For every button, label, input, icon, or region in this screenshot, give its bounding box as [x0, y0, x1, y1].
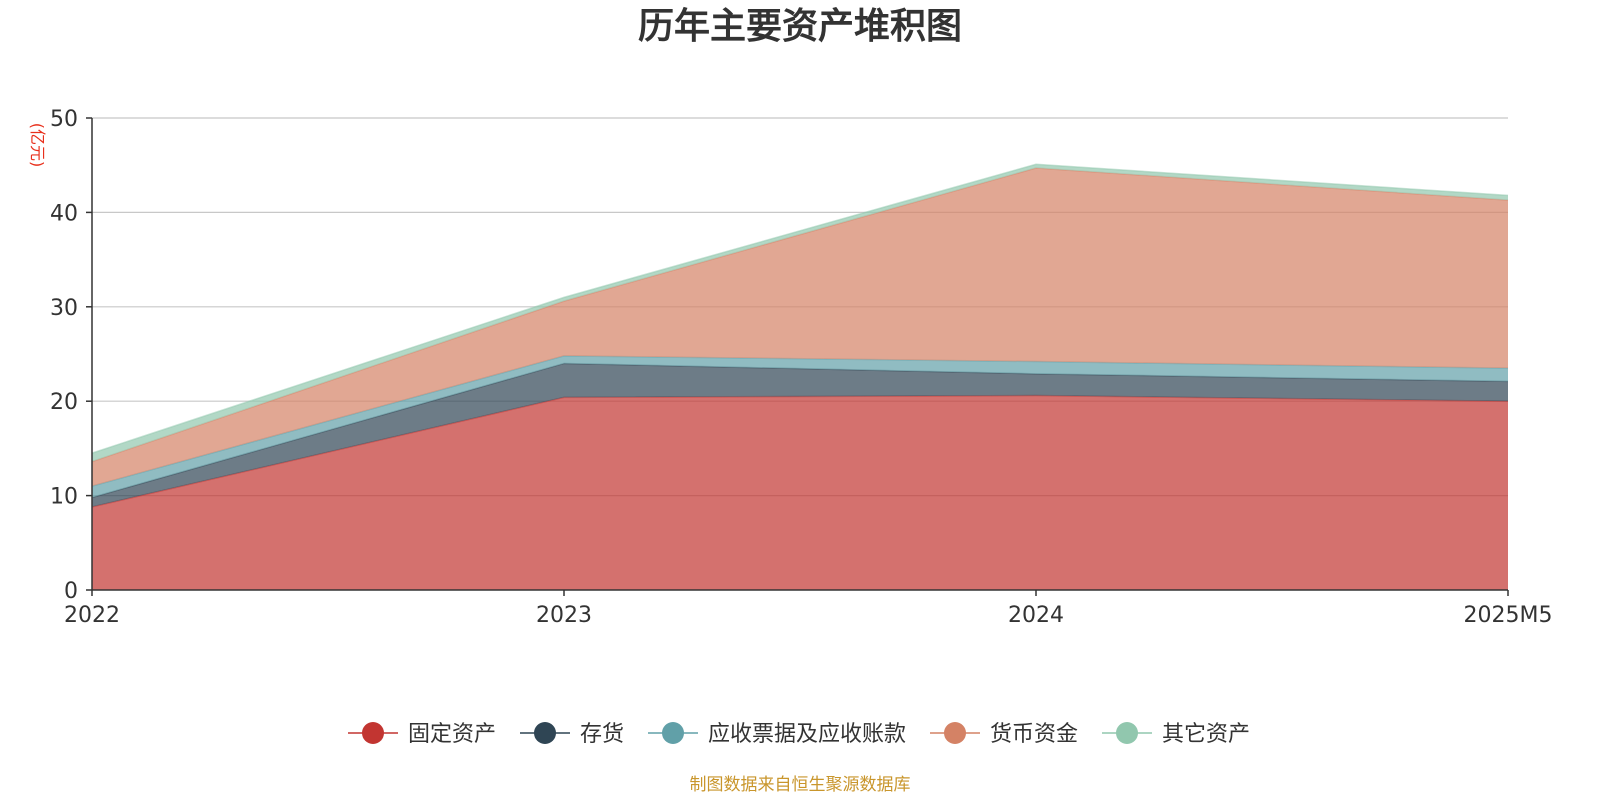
legend-item-5[interactable]: 其它资产 — [1102, 722, 1250, 747]
y-tick-label: 20 — [50, 390, 78, 415]
area-series — [91, 163, 1509, 590]
area-4 — [92, 168, 1508, 487]
x-tick-label: 2024 — [1008, 603, 1064, 628]
x-tick-label: 2025M5 — [1464, 603, 1553, 628]
legend-item-4[interactable]: 货币资金 — [930, 722, 1078, 747]
legend-marker — [944, 722, 966, 744]
axes: 0 10 20 30 40 50 2022 2023 2024 2025M5 — [50, 107, 1552, 628]
legend-marker — [362, 722, 384, 744]
y-tick-label: 40 — [50, 201, 78, 226]
legend-label: 固定资产 — [408, 722, 496, 747]
chart-title: 历年主要资产堆积图 — [638, 6, 962, 47]
legend-marker — [534, 722, 556, 744]
area-1 — [92, 395, 1508, 590]
x-tick-label: 2022 — [64, 603, 120, 628]
legend-label: 其它资产 — [1162, 722, 1250, 747]
area-2 — [92, 363, 1508, 507]
area-3 — [92, 355, 1508, 498]
data-source-note: 制图数据来自恒生聚源数据库 — [690, 775, 911, 795]
y-tick-label: 10 — [50, 485, 78, 510]
legend: 固定资产 存货 应收票据及应收账款 货币资金 其它资产 — [348, 722, 1250, 747]
x-tick-label: 2023 — [536, 603, 592, 628]
y-tick-label: 0 — [64, 579, 78, 604]
legend-item-1[interactable]: 固定资产 — [348, 722, 496, 747]
y-tick-label: 50 — [50, 107, 78, 132]
legend-item-2[interactable]: 存货 — [520, 722, 624, 747]
legend-marker — [662, 722, 684, 744]
y-axis-unit: (亿元) — [28, 123, 47, 168]
legend-label: 存货 — [580, 722, 624, 747]
legend-label: 货币资金 — [990, 722, 1078, 747]
legend-label: 应收票据及应收账款 — [708, 722, 906, 747]
legend-item-3[interactable]: 应收票据及应收账款 — [648, 722, 906, 747]
area-line-5 — [91, 163, 1509, 454]
legend-marker — [1116, 722, 1138, 744]
y-tick-label: 30 — [50, 296, 78, 321]
